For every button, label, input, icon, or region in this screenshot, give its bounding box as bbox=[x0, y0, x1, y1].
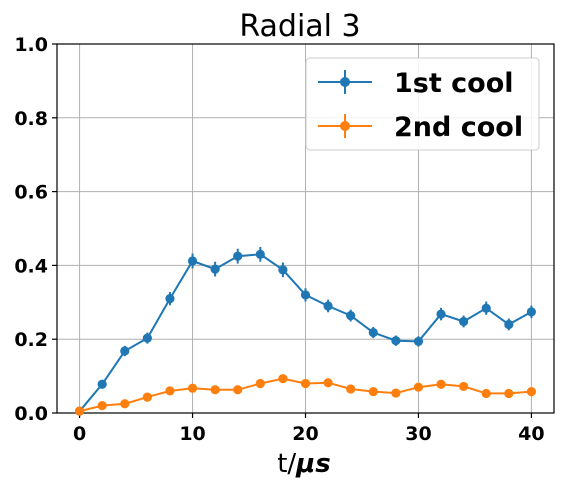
series-layer bbox=[74, 246, 537, 416]
data-point bbox=[368, 386, 378, 397]
data-point bbox=[210, 264, 220, 274]
data-point bbox=[346, 384, 356, 394]
data-point bbox=[187, 383, 198, 393]
data-point bbox=[481, 303, 491, 313]
data-point bbox=[526, 386, 537, 397]
x-tick-label: 10 bbox=[179, 423, 205, 445]
legend-label: 1st cool bbox=[394, 68, 514, 99]
data-point bbox=[436, 379, 446, 389]
data-point bbox=[323, 378, 333, 388]
data-point bbox=[278, 265, 288, 275]
y-tick-label: 0.4 bbox=[14, 255, 48, 277]
x-tick-label: 40 bbox=[518, 423, 544, 445]
y-tick-label: 1.0 bbox=[14, 34, 48, 56]
x-axis-label-text: t/ bbox=[277, 449, 296, 479]
series-2 bbox=[74, 374, 537, 416]
data-point bbox=[323, 301, 333, 311]
x-axis-label-unit: μs bbox=[295, 449, 331, 479]
data-point bbox=[233, 385, 243, 395]
legend-item-1: 1st cool bbox=[318, 68, 514, 99]
data-point bbox=[120, 399, 130, 409]
data-point bbox=[300, 378, 311, 389]
y-tick-label: 0.6 bbox=[14, 182, 48, 204]
data-point bbox=[142, 392, 152, 402]
data-point bbox=[278, 374, 288, 384]
data-point bbox=[233, 251, 243, 261]
y-tick-label: 0.8 bbox=[14, 108, 48, 130]
data-point bbox=[504, 388, 514, 399]
x-tick-label: 30 bbox=[405, 423, 431, 445]
data-point bbox=[74, 406, 85, 416]
data-point bbox=[120, 346, 130, 356]
data-point bbox=[459, 316, 469, 327]
data-point bbox=[481, 388, 491, 399]
data-point bbox=[165, 294, 175, 304]
legend-marker bbox=[340, 121, 350, 131]
data-point bbox=[142, 333, 152, 343]
data-point bbox=[210, 385, 220, 395]
x-tick-label: 20 bbox=[292, 423, 318, 445]
data-point bbox=[255, 249, 265, 259]
legend-item-2: 2nd cool bbox=[318, 112, 523, 143]
data-point bbox=[526, 307, 537, 317]
x-axis-label: t/μs bbox=[277, 449, 331, 479]
y-tick-label: 0.2 bbox=[14, 329, 48, 351]
data-point bbox=[413, 336, 424, 347]
data-point bbox=[504, 319, 514, 330]
data-point bbox=[459, 381, 469, 392]
data-point bbox=[97, 379, 107, 389]
data-point bbox=[97, 401, 107, 411]
data-point bbox=[346, 310, 356, 321]
legend-marker bbox=[340, 77, 350, 87]
data-point bbox=[413, 382, 424, 392]
data-point bbox=[255, 378, 265, 389]
legend: 1st cool 2nd cool bbox=[305, 57, 540, 151]
data-point bbox=[300, 290, 311, 300]
data-point bbox=[436, 309, 446, 319]
y-tick-label: 0.0 bbox=[14, 403, 48, 425]
data-point bbox=[391, 388, 401, 398]
axes: 0 10 20 30 40 0.0 0.2 0.4 0.6 0.8 1.0 bbox=[14, 34, 555, 445]
x-tick-label: 0 bbox=[73, 423, 86, 445]
data-point bbox=[391, 336, 401, 346]
data-point bbox=[165, 386, 175, 396]
data-point bbox=[368, 327, 378, 338]
chart-title: Radial 3 bbox=[239, 9, 360, 44]
legend-label: 2nd cool bbox=[394, 112, 523, 143]
data-point bbox=[187, 256, 198, 266]
